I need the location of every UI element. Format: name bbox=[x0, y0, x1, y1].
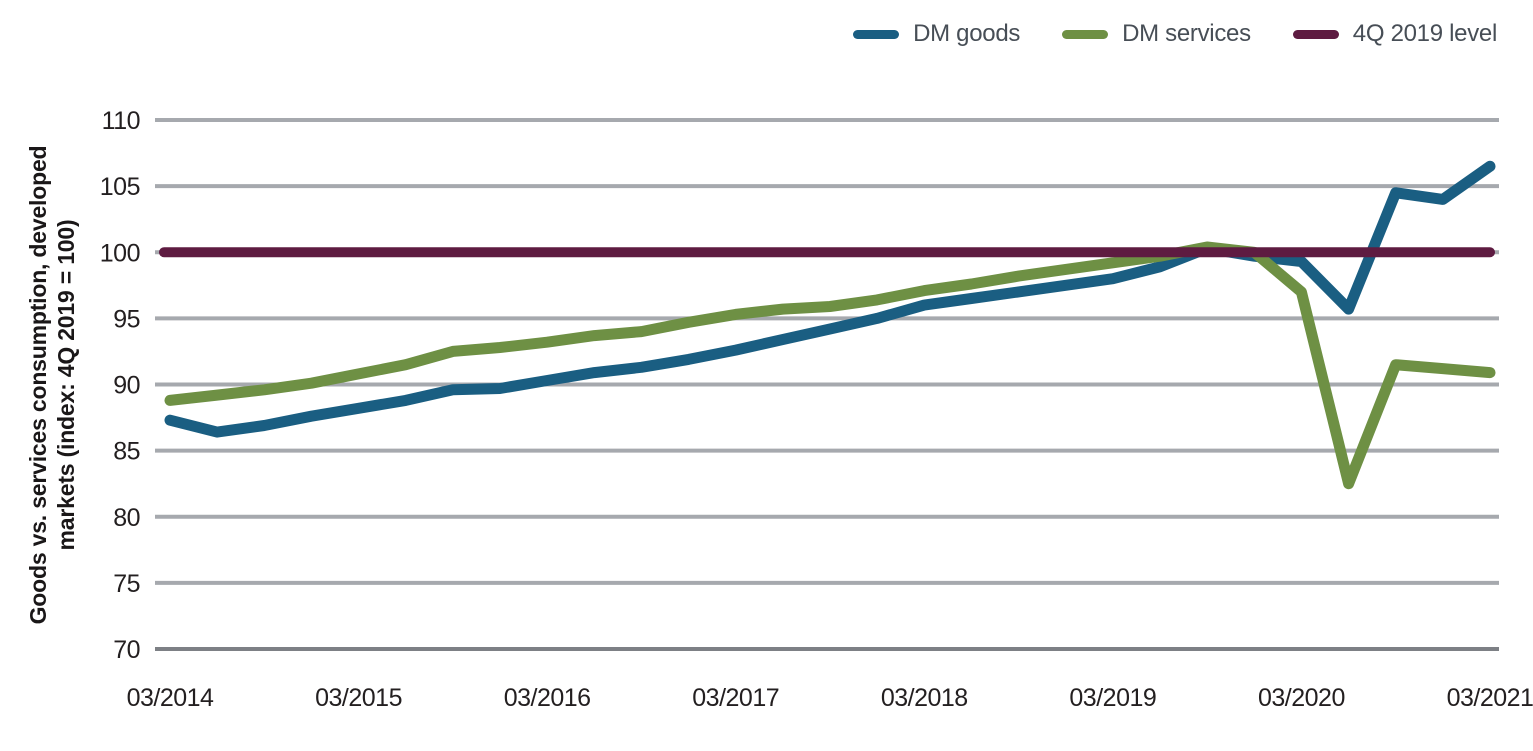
legend-swatch-icon bbox=[1062, 29, 1109, 39]
y-tick-label: 95 bbox=[113, 305, 140, 333]
series-line-dm-services bbox=[164, 241, 1496, 490]
legend-item-dm-goods: DM goods bbox=[853, 20, 1020, 48]
y-axis-title: Goods vs. services consumption, develope… bbox=[24, 104, 80, 666]
legend-swatch-icon bbox=[1292, 29, 1339, 39]
y-tick-label: 75 bbox=[113, 570, 140, 598]
x-tick-label: 03/2018 bbox=[881, 684, 968, 712]
y-tick-label: 90 bbox=[113, 372, 140, 400]
x-tick-label: 03/2021 bbox=[1447, 684, 1533, 712]
y-tick-label: 100 bbox=[100, 239, 140, 267]
y-tick-label: 80 bbox=[113, 504, 140, 532]
x-tick-label: 03/2020 bbox=[1258, 684, 1345, 712]
x-tick-label: 03/2014 bbox=[127, 684, 214, 712]
x-tick-label: 03/2019 bbox=[1069, 684, 1156, 712]
y-tick-label: 70 bbox=[113, 636, 140, 664]
legend-swatch-icon bbox=[853, 29, 900, 39]
y-axis-title-line2: markets (index: 4Q 2019 = 100) bbox=[53, 219, 79, 551]
legend-item-4q-2019-level: 4Q 2019 level bbox=[1292, 20, 1498, 48]
legend-label: 4Q 2019 level bbox=[1352, 20, 1498, 47]
legend-label: DM goods bbox=[913, 20, 1021, 47]
x-tick-label: 03/2017 bbox=[692, 684, 779, 712]
legend-label: DM services bbox=[1122, 20, 1251, 47]
x-tick-label: 03/2015 bbox=[315, 684, 402, 712]
y-axis-title-line1: Goods vs. services consumption, develope… bbox=[25, 145, 51, 625]
y-tick-label: 110 bbox=[102, 107, 140, 135]
legend-item-dm-services: DM services bbox=[1062, 20, 1251, 48]
series-line-dm-goods bbox=[164, 160, 1496, 438]
x-tick-label: 03/2016 bbox=[504, 684, 591, 712]
y-tick-label: 105 bbox=[100, 173, 140, 201]
y-tick-label: 85 bbox=[113, 438, 140, 466]
legend: DM goods DM services 4Q 2019 level bbox=[853, 20, 1497, 48]
